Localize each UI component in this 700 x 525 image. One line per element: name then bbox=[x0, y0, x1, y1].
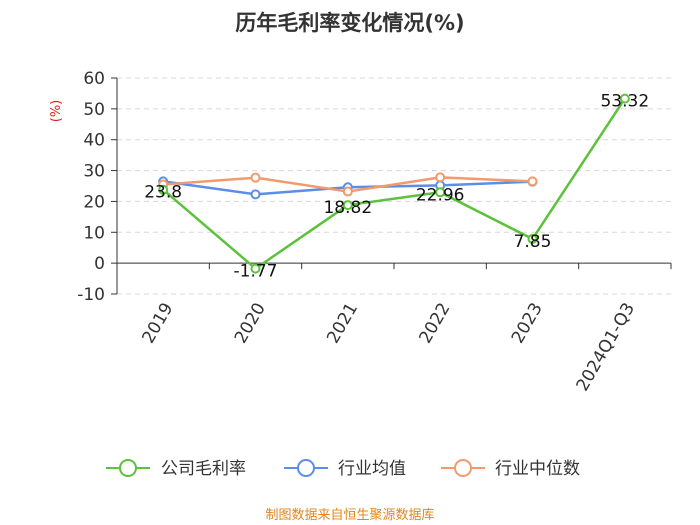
y-tick-label: 30 bbox=[83, 162, 105, 182]
data-label: 22.96 bbox=[416, 185, 465, 205]
data-point bbox=[342, 200, 353, 211]
data-point bbox=[250, 263, 261, 274]
legend-label: 行业中位数 bbox=[495, 459, 580, 479]
series-group bbox=[158, 93, 630, 274]
y-tick-label: 10 bbox=[83, 223, 105, 243]
legend-label: 公司毛利率 bbox=[161, 459, 246, 479]
series-line-0 bbox=[162, 97, 626, 270]
data-label: 53.32 bbox=[600, 92, 649, 112]
data-label: 23.8 bbox=[144, 183, 182, 203]
legend-marker bbox=[297, 459, 315, 477]
data-label: -1.77 bbox=[234, 262, 278, 282]
x-tick-label: 2024Q1-Q3 bbox=[573, 300, 640, 395]
axes bbox=[116, 78, 672, 294]
legend: 公司毛利率 行业均值 行业中位数 bbox=[106, 459, 580, 479]
data-point bbox=[527, 233, 538, 244]
data-labels: 23.8 -1.77 18.82 22.96 7.85 53.32 bbox=[144, 92, 649, 282]
x-tick-label: 2019 bbox=[139, 300, 178, 347]
y-tick-label: 20 bbox=[83, 192, 105, 212]
x-tick-labels: 2019 2020 2021 2022 2023 2024Q1-Q3 bbox=[139, 300, 640, 395]
legend-marker bbox=[454, 459, 472, 477]
x-tick-label: 2022 bbox=[416, 300, 455, 347]
data-label: 18.82 bbox=[323, 198, 372, 218]
x-tick-label: 2023 bbox=[508, 300, 547, 347]
data-label: 7.85 bbox=[514, 232, 552, 252]
x-tick-label: 2020 bbox=[231, 300, 270, 347]
y-tick-label: 40 bbox=[83, 131, 105, 151]
chart-title: 历年毛利率变化情况(%) bbox=[235, 11, 464, 35]
y-axis-unit: (%) bbox=[49, 100, 64, 123]
y-tick-label: 50 bbox=[83, 100, 105, 120]
data-point bbox=[435, 172, 446, 183]
data-point bbox=[250, 172, 261, 183]
data-point bbox=[158, 184, 169, 195]
legend-label: 行业均值 bbox=[338, 459, 406, 479]
y-tick-label: -10 bbox=[77, 285, 105, 305]
data-point bbox=[527, 176, 538, 187]
legend-marker bbox=[119, 459, 137, 477]
data-point bbox=[250, 189, 261, 200]
x-tick-label: 2021 bbox=[323, 300, 362, 347]
y-tick-labels: 60 50 40 30 20 10 0 -10 bbox=[77, 69, 105, 305]
y-tick-label: 60 bbox=[83, 69, 105, 89]
data-point bbox=[619, 93, 630, 104]
data-point bbox=[342, 186, 353, 197]
y-tick-label: 0 bbox=[94, 254, 105, 274]
source-note: 制图数据来自恒生聚源数据库 bbox=[265, 507, 434, 523]
data-point bbox=[435, 187, 446, 198]
